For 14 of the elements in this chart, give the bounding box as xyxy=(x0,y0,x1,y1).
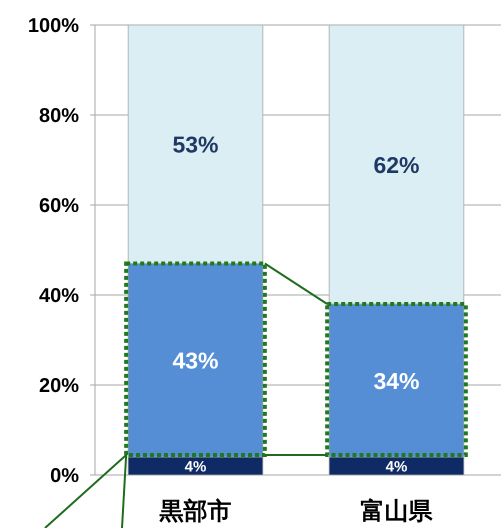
y-tick-label: 60% xyxy=(38,195,80,217)
data-label: 53% xyxy=(172,132,219,158)
data-label: 43% xyxy=(172,348,219,374)
y-tick-label: 40% xyxy=(38,285,80,307)
data-label: 62% xyxy=(373,152,420,178)
y-tick-label: 20% xyxy=(38,375,80,397)
data-label: 4% xyxy=(386,458,408,476)
y-tick-label: 0% xyxy=(50,465,80,487)
data-label: 34% xyxy=(373,368,420,394)
y-tick-label: 80% xyxy=(38,105,80,127)
x-tick-label: 黒部市 xyxy=(158,498,232,525)
data-label: 4% xyxy=(184,458,206,476)
x-tick-label: 富山県 xyxy=(360,497,434,525)
y-tick-label: 100% xyxy=(28,15,80,37)
